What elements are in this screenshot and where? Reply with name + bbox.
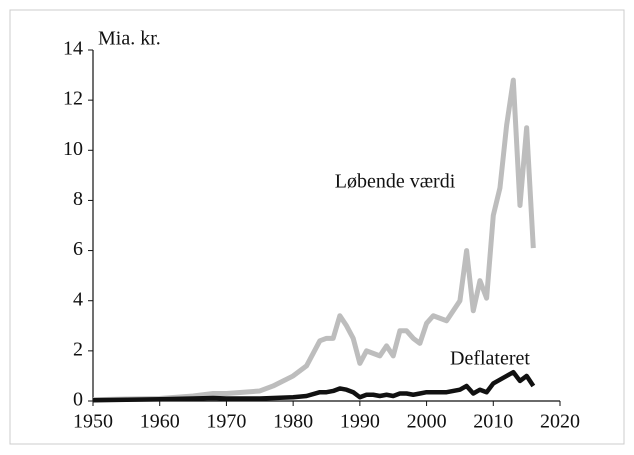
x-tick-label: 1980 xyxy=(273,411,313,433)
series-line xyxy=(92,369,536,403)
y-tick-label: 2 xyxy=(73,338,83,360)
y-tick-label: 4 xyxy=(73,288,83,310)
x-tick-label: 2020 xyxy=(540,411,580,433)
y-tick-label: 10 xyxy=(63,138,83,160)
y-tick-label: 14 xyxy=(63,38,83,60)
frame xyxy=(9,9,625,445)
y-tick-label: 12 xyxy=(63,88,83,110)
y-tick-label: 8 xyxy=(73,188,83,210)
series-label: Deflateret xyxy=(450,348,530,370)
series-line xyxy=(92,77,536,403)
y-tick-label: 0 xyxy=(73,389,83,411)
x-tick-label: 1960 xyxy=(140,411,180,433)
x-tick-label: 2000 xyxy=(407,411,447,433)
x-tick-label: 1990 xyxy=(340,411,380,433)
y-axis-label: Mia. kr. xyxy=(98,28,161,50)
x-tick-label: 1970 xyxy=(206,411,246,433)
y-tick-label: 6 xyxy=(73,238,83,260)
series-label: Løbende værdi xyxy=(335,171,456,193)
x-tick-label: 1950 xyxy=(73,411,113,433)
x-tick-label: 2010 xyxy=(473,411,513,433)
